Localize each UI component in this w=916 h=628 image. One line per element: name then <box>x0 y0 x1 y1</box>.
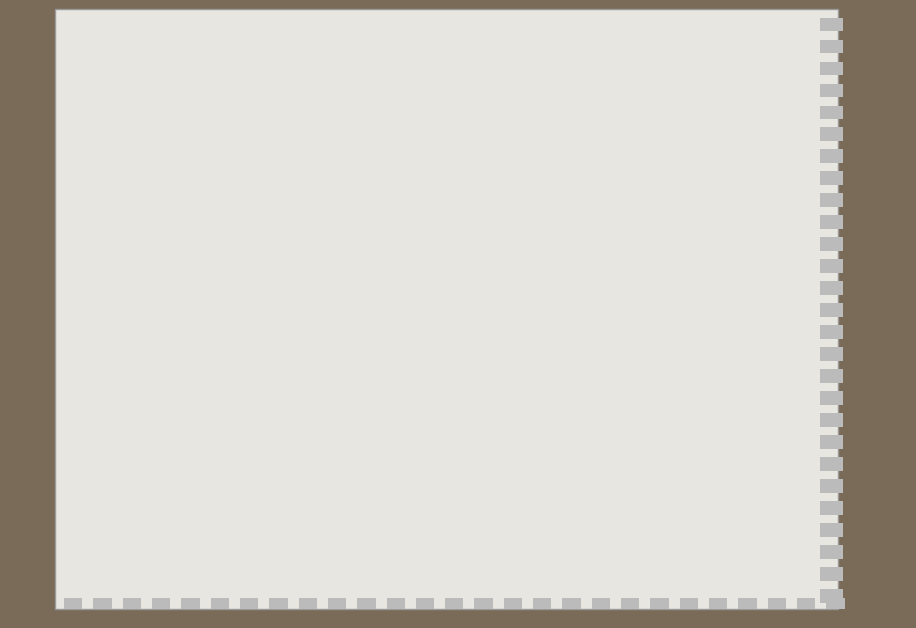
Text: vacuole: vacuole <box>450 138 479 147</box>
Text: DNA: DNA <box>451 300 481 315</box>
Text: smooth and rough ER: smooth and rough ER <box>612 124 694 133</box>
FancyBboxPatch shape <box>262 121 668 150</box>
Text: Both: Both <box>446 195 495 213</box>
Text: Ribosomes: Ribosomes <box>428 387 504 401</box>
Text: nuclein: nuclein <box>325 138 353 147</box>
Text: © Ms. Sandy Harvey Smith: © Ms. Sandy Harvey Smith <box>267 533 361 539</box>
Text: chloroplast: chloroplast <box>569 124 612 133</box>
Text: capsule: capsule <box>638 138 668 147</box>
Text: Nucleus: Nucleus <box>546 286 601 300</box>
Text: DNR: DNR <box>393 124 410 133</box>
Text: Prokaryotic Cells: Prokaryotic Cells <box>319 141 465 155</box>
Text: Vacuole: Vacuole <box>546 334 601 349</box>
Text: lysosome: lysosome <box>509 124 545 133</box>
Text: centrosome: centrosome <box>442 124 487 133</box>
Text: Cytoplasm: Cytoplasm <box>429 344 503 358</box>
Text: Eukaryotic Cells: Eukaryotic Cells <box>485 141 624 155</box>
Text: Centrosome: Centrosome <box>531 382 616 397</box>
Text: cytoplasm: cytoplasm <box>256 124 296 133</box>
Text: ribosomes: ribosomes <box>571 138 610 147</box>
Text: cell membrane: cell membrane <box>499 138 556 147</box>
Text: mitochondria: mitochondria <box>376 138 427 147</box>
Text: Prokaryotic vs. Eukaryotic Cells: Prokaryotic vs. Eukaryotic Cells <box>197 87 742 119</box>
Text: List the following organelles as either being only found in prokaryotic cells, o: List the following organelles as either … <box>186 107 753 113</box>
Text: plasmid: plasmid <box>261 138 291 147</box>
Text: Golgi bodies: Golgi bodies <box>315 124 363 133</box>
